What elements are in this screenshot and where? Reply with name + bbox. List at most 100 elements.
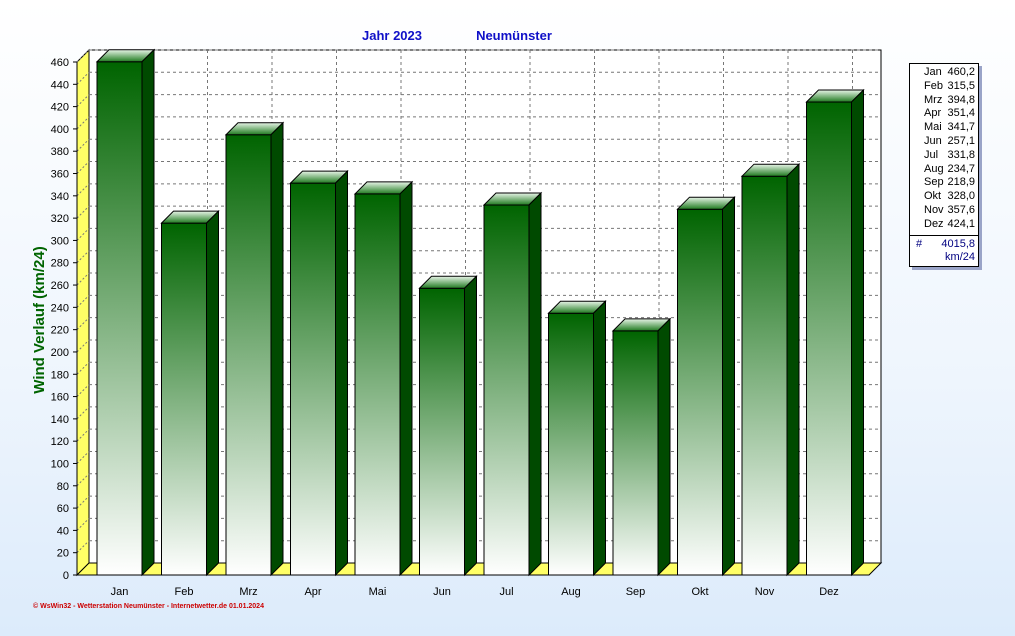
plot-left-wall	[76, 48, 90, 577]
legend-month: Sep	[924, 176, 944, 189]
bar-side-jul	[528, 191, 542, 577]
legend: Jan 460,2 Feb 315,5 Mrz 394,8 Apr 351,4 Mai 341,7…	[909, 63, 979, 267]
y-tick-label: 20	[57, 548, 69, 560]
x-tick-label-sep: Sep	[626, 586, 646, 598]
gridline-h-side	[76, 473, 90, 487]
legend-value: 331,8	[947, 148, 975, 161]
y-tick-label: 420	[51, 102, 69, 114]
x-tick-label-feb: Feb	[175, 586, 194, 598]
y-tick-label: 160	[51, 392, 69, 404]
axes	[73, 61, 869, 576]
x-tick-label-apr: Apr	[304, 586, 321, 598]
bar-front-mai	[354, 193, 401, 576]
legend-row-okt: Okt 328,0	[910, 190, 978, 204]
bar-front-mrz	[225, 134, 272, 576]
bar-jun	[418, 275, 478, 577]
gridline-h-side	[76, 428, 90, 442]
y-axis-label: Wind Verlauf (km/24)	[31, 246, 48, 393]
legend-row-jan: Jan 460,2	[910, 66, 978, 80]
y-tick-label: 200	[51, 347, 69, 359]
y-tick-label: 360	[51, 169, 69, 181]
legend-total-symbol: #	[916, 237, 923, 250]
legend-unit: km/24	[945, 250, 975, 263]
gridline-h-side	[76, 116, 90, 130]
bar-side-sep	[657, 317, 671, 577]
x-tick-label-jul: Jul	[499, 586, 513, 598]
legend-month: Feb	[924, 79, 943, 92]
x-tick-label-mrz: Mrz	[239, 586, 257, 598]
y-tick-label: 180	[51, 369, 69, 381]
bar-okt	[676, 196, 736, 577]
gridline-h-side	[76, 205, 90, 219]
gridline-h-side	[76, 384, 90, 397]
gridline-h-side	[76, 183, 90, 197]
legend-value: 351,4	[947, 107, 975, 120]
gridline-h-side	[76, 406, 90, 420]
legend-month: Jan	[924, 66, 942, 78]
bar-front-sep	[612, 330, 659, 576]
y-tick-label: 280	[51, 258, 69, 270]
x-tick-label-aug: Aug	[561, 586, 581, 598]
legend-month: Nov	[924, 203, 944, 216]
bar-front-jun	[419, 287, 465, 576]
x-tick-label-nov: Nov	[755, 586, 775, 598]
y-tick-label: 220	[51, 325, 69, 337]
bar-aug	[547, 300, 607, 577]
y-tick-label: 60	[57, 503, 69, 515]
y-tick-label: 340	[51, 191, 69, 203]
gridline-h-side	[76, 518, 90, 531]
bar-side-okt	[722, 196, 735, 577]
gridline-h-side	[76, 294, 90, 308]
legend-row-nov: Nov 357,6	[910, 204, 978, 218]
gridline-h-side	[76, 228, 90, 241]
chart-title: Jahr 2023	[362, 28, 422, 43]
legend-value: 424,1	[947, 217, 975, 230]
bar-sep	[611, 317, 672, 577]
bar-front-nov	[741, 175, 788, 576]
gridline-h-side	[76, 250, 90, 264]
gridline-h-side	[76, 495, 90, 509]
bar-side-aug	[593, 300, 606, 577]
bar-side-nov	[786, 162, 800, 577]
bar-front-dez	[806, 101, 852, 576]
legend-month: Okt	[924, 190, 942, 203]
bar-side-jan	[141, 48, 155, 577]
y-tick-label: 320	[51, 213, 69, 225]
legend-row-aug: Aug 234,7	[910, 163, 978, 177]
y-tick-label: 460	[51, 57, 69, 69]
gridline-h-side	[76, 71, 90, 85]
tick-labels: 0 20 40 60 80 100 120 140 160 180 200 220 240 260 280 3…	[51, 57, 839, 598]
gridline-h-side	[76, 317, 90, 331]
bar-jul	[482, 191, 543, 577]
gridline-h-side	[76, 138, 90, 152]
legend-month: Jul	[924, 148, 939, 161]
x-tick-label-dez: Dez	[819, 586, 839, 598]
bar-side-jun	[464, 275, 477, 577]
y-tick-label: 380	[51, 146, 69, 158]
gridline-h-side	[76, 451, 90, 464]
legend-value: 394,8	[947, 93, 975, 106]
gridline-h-side	[76, 272, 90, 286]
legend-month: Dez	[924, 217, 944, 230]
legend-value: 357,6	[947, 203, 975, 216]
gridline-h-side	[76, 540, 90, 554]
bar-side-dez	[851, 88, 864, 577]
legend-month: Mai	[924, 121, 942, 134]
x-tick-label-jun: Jun	[433, 586, 451, 598]
bar-side-mrz	[270, 121, 284, 577]
bar-front-jan	[96, 61, 143, 576]
y-tick-label: 100	[51, 458, 69, 470]
bar-apr	[289, 169, 349, 577]
gridline-h-side	[76, 339, 90, 353]
gridline-h-side	[76, 94, 90, 107]
bar-side-mai	[399, 180, 413, 577]
bar-front-jul	[483, 204, 530, 576]
x-tick-label-jan: Jan	[111, 586, 129, 598]
y-tick-label: 240	[51, 302, 69, 314]
legend-row-jun: Jun 257,1	[910, 135, 978, 149]
bar-side-feb	[206, 209, 219, 577]
legend-row-sep: Sep 218,9	[910, 176, 978, 190]
legend-row-mai: Mai 341,7	[910, 121, 978, 135]
